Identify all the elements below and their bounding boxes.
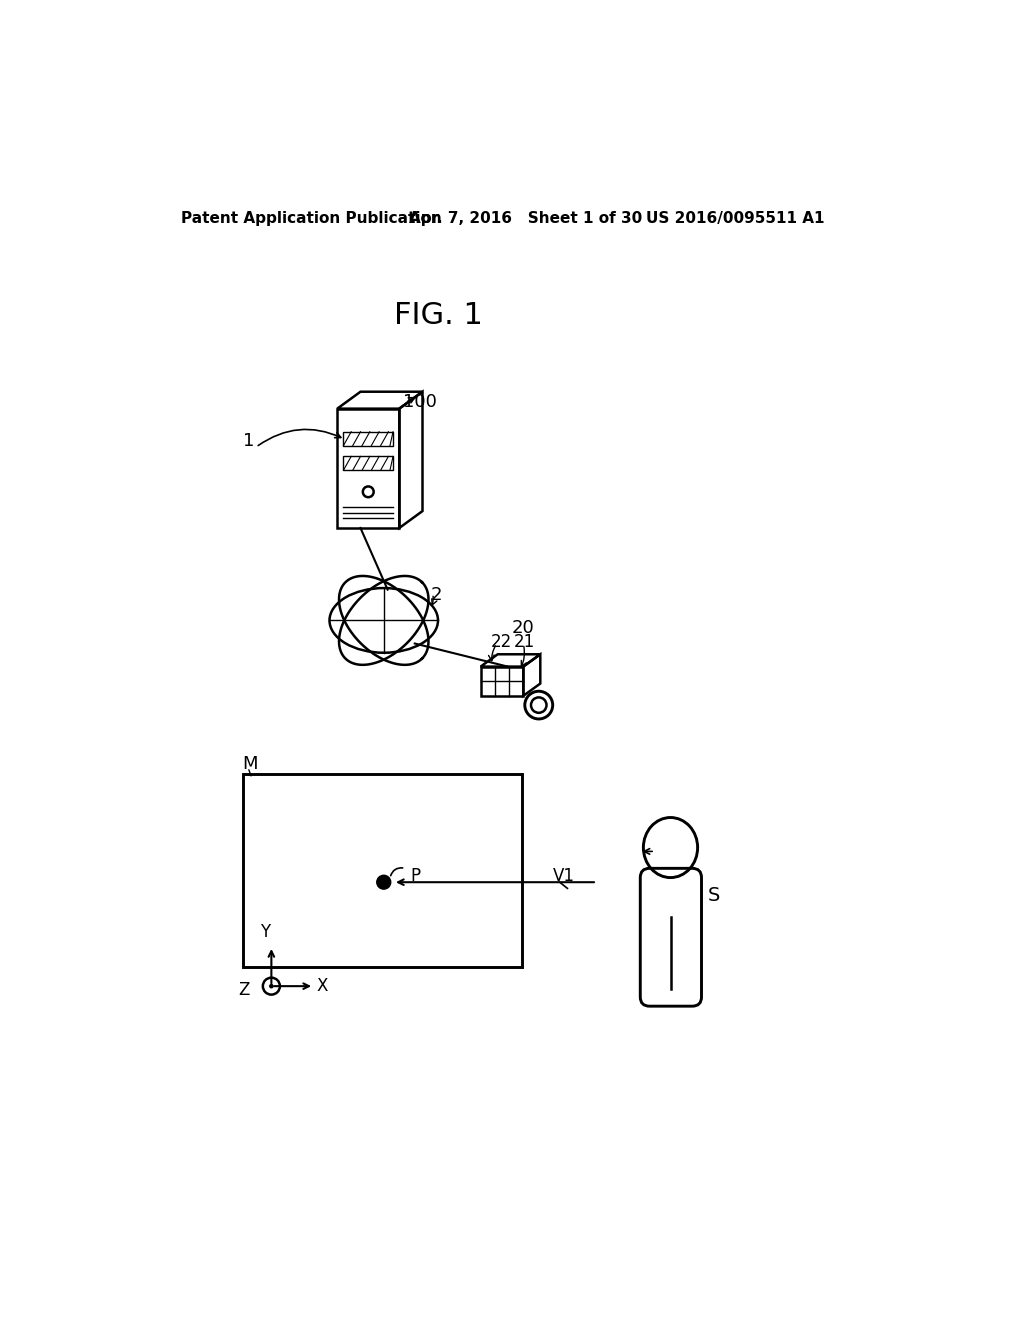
Bar [343,457,393,470]
Text: P: P [411,867,421,884]
Text: Z: Z [239,981,250,999]
Text: 20: 20 [512,619,535,636]
Text: 22: 22 [490,632,512,651]
Text: 100: 100 [403,393,437,412]
Text: S: S [708,886,720,906]
Text: Apr. 7, 2016   Sheet 1 of 30: Apr. 7, 2016 Sheet 1 of 30 [409,211,642,226]
Circle shape [269,983,273,989]
Text: 21: 21 [514,632,536,651]
Bar [243,775,521,966]
Text: US 2016/0095511 A1: US 2016/0095511 A1 [646,211,824,226]
Text: Y: Y [260,924,270,941]
Text: 2: 2 [430,586,441,603]
Circle shape [377,875,391,890]
Bar [343,432,393,446]
Text: Patent Application Publication: Patent Application Publication [180,211,441,226]
Text: V1: V1 [553,867,574,884]
Text: FIG. 1: FIG. 1 [393,301,482,330]
Text: 1: 1 [243,432,254,450]
Text: X: X [316,977,328,995]
Text: M: M [243,755,258,774]
